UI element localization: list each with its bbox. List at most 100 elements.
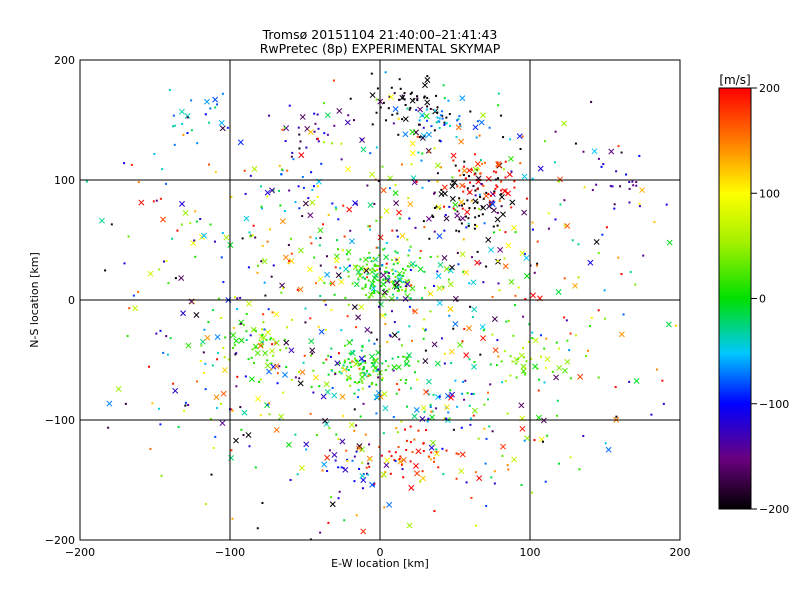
data-point-dot	[236, 375, 239, 378]
data-point-cross	[179, 200, 185, 207]
data-point-dot	[433, 191, 436, 194]
data-point-cross	[508, 155, 514, 162]
data-point-dot	[361, 287, 364, 290]
data-point-cross	[380, 272, 387, 279]
data-point-dot	[153, 152, 156, 155]
data-point-dot	[272, 264, 275, 267]
data-point-dot	[509, 138, 512, 141]
data-point-dot	[303, 354, 306, 357]
data-point-dot	[533, 439, 536, 442]
data-point-cross	[500, 211, 506, 218]
data-point-dot	[510, 170, 513, 173]
data-point-dot	[479, 262, 482, 265]
data-point-dot	[104, 269, 107, 272]
data-point-cross	[459, 251, 466, 258]
data-point-dot	[511, 360, 514, 363]
data-point-dot	[363, 359, 366, 362]
data-point-cross	[492, 347, 499, 354]
data-point-cross	[413, 406, 420, 413]
data-point-dot	[254, 466, 257, 469]
data-point-dot	[365, 466, 368, 469]
data-point-dot	[85, 180, 88, 183]
data-point-dot	[433, 147, 436, 150]
data-point-dot	[504, 380, 507, 383]
data-point-dot	[367, 296, 370, 299]
data-point-cross	[431, 341, 438, 348]
data-point-cross	[279, 218, 286, 225]
data-point-dot	[577, 243, 580, 246]
data-point-dot	[369, 374, 372, 377]
x-tick-label: −100	[215, 546, 245, 559]
data-point-cross	[228, 454, 235, 461]
data-point-dot	[597, 252, 600, 255]
data-point-dot	[310, 538, 313, 541]
data-point-dot	[355, 424, 358, 427]
data-point-cross	[369, 481, 376, 488]
data-point-dot	[409, 460, 412, 463]
data-point-dot	[234, 353, 237, 356]
data-point-dot	[557, 462, 560, 465]
data-point-dot	[251, 348, 254, 351]
data-point-dot	[493, 482, 496, 485]
data-point-dot	[362, 402, 365, 405]
data-point-dot	[377, 279, 380, 282]
data-point-dot	[375, 146, 378, 149]
data-point-dot	[531, 177, 534, 180]
data-point-dot	[399, 87, 402, 90]
data-point-dot	[509, 374, 512, 377]
data-point-cross	[324, 112, 331, 119]
data-point-dot	[268, 402, 271, 405]
data-point-dot	[483, 403, 486, 406]
data-point-cross	[447, 305, 454, 312]
data-point-dot	[447, 99, 450, 102]
data-point-cross	[556, 365, 563, 371]
data-point-dot	[258, 380, 261, 383]
data-point-dot	[260, 260, 263, 263]
data-point-cross	[397, 458, 404, 465]
data-point-dot	[478, 134, 481, 137]
data-point-dot	[278, 365, 281, 368]
data-point-dot	[454, 379, 457, 382]
data-point-dot	[620, 151, 623, 154]
data-point-dot	[262, 321, 265, 324]
data-point-dot	[377, 264, 380, 267]
data-point-dot	[312, 185, 315, 188]
data-point-dot	[202, 351, 205, 354]
data-point-dot	[380, 216, 383, 219]
data-point-dot	[347, 369, 350, 372]
data-point-dot	[462, 238, 465, 241]
data-point-dot	[452, 428, 455, 431]
data-point-cross	[317, 276, 324, 283]
data-point-dot	[436, 172, 439, 175]
data-point-dot	[440, 337, 443, 340]
data-point-dot	[514, 304, 517, 307]
data-point-cross	[447, 267, 454, 274]
data-point-dot	[384, 313, 387, 316]
data-point-cross	[438, 191, 445, 197]
data-point-dot	[350, 365, 353, 368]
data-point-dot	[171, 237, 174, 240]
data-point-dot	[395, 258, 398, 261]
data-point-dot	[456, 185, 459, 188]
data-point-dot	[505, 320, 508, 323]
data-point-dot	[587, 349, 590, 352]
data-point-dot	[368, 296, 371, 299]
data-point-dot	[193, 239, 196, 242]
data-point-dot	[426, 105, 429, 108]
data-point-dot	[467, 222, 470, 225]
data-point-dot	[409, 387, 412, 390]
data-point-dot	[389, 472, 392, 475]
data-point-dot	[541, 440, 544, 443]
data-point-cross	[213, 394, 220, 401]
data-point-dot	[214, 170, 217, 173]
data-point-dot	[397, 356, 400, 359]
data-point-dot	[451, 176, 454, 179]
data-point-dot	[438, 126, 441, 129]
data-point-dot	[496, 260, 499, 263]
data-point-cross	[160, 216, 167, 223]
data-point-cross	[489, 201, 496, 208]
data-point-dot	[487, 193, 490, 196]
data-point-cross	[283, 125, 290, 132]
data-point-cross	[230, 332, 237, 339]
data-point-dot	[296, 473, 299, 476]
